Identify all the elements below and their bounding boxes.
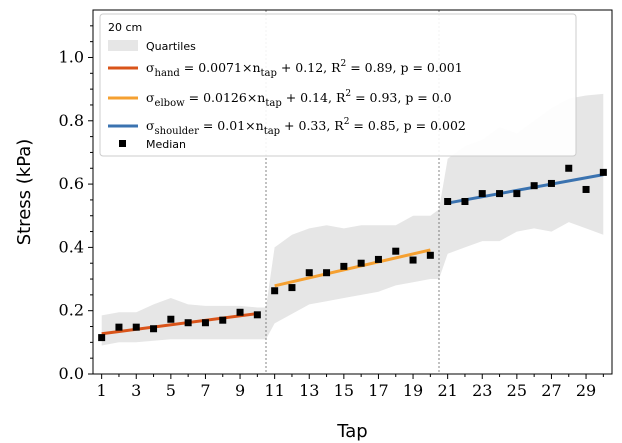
median-point: [582, 185, 590, 193]
x-tick-label: 7: [200, 381, 210, 400]
median-point: [98, 334, 106, 342]
x-tick-label: 15: [334, 381, 354, 400]
x-tick-label: 17: [368, 381, 388, 400]
x-tick-label: 3: [131, 381, 141, 400]
median-point: [340, 262, 348, 270]
x-tick-label: 25: [507, 381, 527, 400]
median-point: [357, 259, 365, 267]
median-points-layer: [98, 164, 607, 342]
median-point: [426, 251, 434, 259]
legend-quartiles-label: Quartiles: [146, 40, 196, 53]
fit-line-hand: [101, 312, 258, 336]
fit-lines-layer: [101, 173, 604, 336]
median-point: [323, 269, 331, 277]
legend-title: 20 cm: [108, 21, 142, 34]
y-tick-label: 0.0: [59, 364, 84, 383]
median-point: [305, 269, 313, 277]
legend-box: [99, 13, 577, 157]
median-point: [271, 287, 279, 295]
median-point: [565, 164, 573, 172]
x-tick-label: 23: [472, 381, 492, 400]
x-tick-label: 21: [437, 381, 457, 400]
median-point: [374, 255, 382, 263]
quartile-band: [101, 93, 604, 346]
median-point: [236, 308, 244, 316]
y-tick-label: 0.4: [59, 237, 84, 256]
median-point: [547, 179, 555, 187]
fit-line-elbow: [274, 248, 431, 288]
y-axis-label: Stress (kPa): [14, 139, 35, 246]
legend: 20 cm Quartiles σhand = 0.0071×ntap + 0.…: [99, 13, 577, 157]
median-point: [444, 197, 452, 205]
y-tick-label: 0.6: [59, 174, 84, 193]
median-point: [409, 256, 417, 264]
x-tick-label: 13: [299, 381, 319, 400]
median-point: [530, 182, 538, 190]
median-point: [392, 247, 400, 255]
x-tick-label: 19: [403, 381, 423, 400]
plot-frame: [92, 9, 613, 375]
legend-median-marker: [119, 140, 126, 147]
median-point: [253, 311, 261, 319]
legend-hand-label: σhand = 0.0071×ntap + 0.12, R2 = 0.89, p…: [146, 59, 463, 79]
y-axis-ticks: 0.0 0.2 0.4 0.6 0.8 1.0: [59, 25, 93, 383]
median-point: [184, 319, 192, 327]
median-point: [115, 323, 123, 331]
y-tick-label: 0.8: [59, 111, 84, 130]
x-tick-label: 29: [576, 381, 596, 400]
x-tick-label: 27: [541, 381, 561, 400]
median-point: [513, 190, 521, 198]
median-point: [167, 315, 175, 323]
x-tick-label: 5: [166, 381, 176, 400]
quartile-band-layer: [101, 93, 604, 346]
median-point: [219, 316, 227, 324]
median-point: [288, 284, 296, 292]
legend-quartiles-swatch: [108, 40, 138, 51]
median-point: [478, 190, 486, 198]
median-point: [461, 197, 469, 205]
median-point: [150, 325, 158, 333]
x-tick-label: 1: [97, 381, 107, 400]
legend-median-label: Median: [146, 138, 186, 151]
x-axis-label: Tap: [336, 421, 367, 442]
legend-elbow-label: σelbow = 0.0126×ntap + 0.14, R2 = 0.93, …: [146, 89, 452, 109]
median-point: [201, 319, 209, 327]
median-point: [599, 168, 607, 176]
median-point: [496, 190, 504, 198]
y-tick-label: 0.2: [59, 301, 84, 320]
x-axis-ticks: 1 3 5 7 9 11 13 15 17 19 21 23 25 27 29: [97, 374, 604, 400]
y-tick-label: 1.0: [59, 47, 84, 66]
legend-shoulder-label: σshoulder = 0.01×ntap + 0.33, R2 = 0.85,…: [146, 117, 466, 137]
fit-line-shoulder: [447, 173, 604, 205]
x-tick-label: 11: [264, 381, 284, 400]
median-point: [132, 323, 140, 331]
x-tick-label: 9: [235, 381, 245, 400]
